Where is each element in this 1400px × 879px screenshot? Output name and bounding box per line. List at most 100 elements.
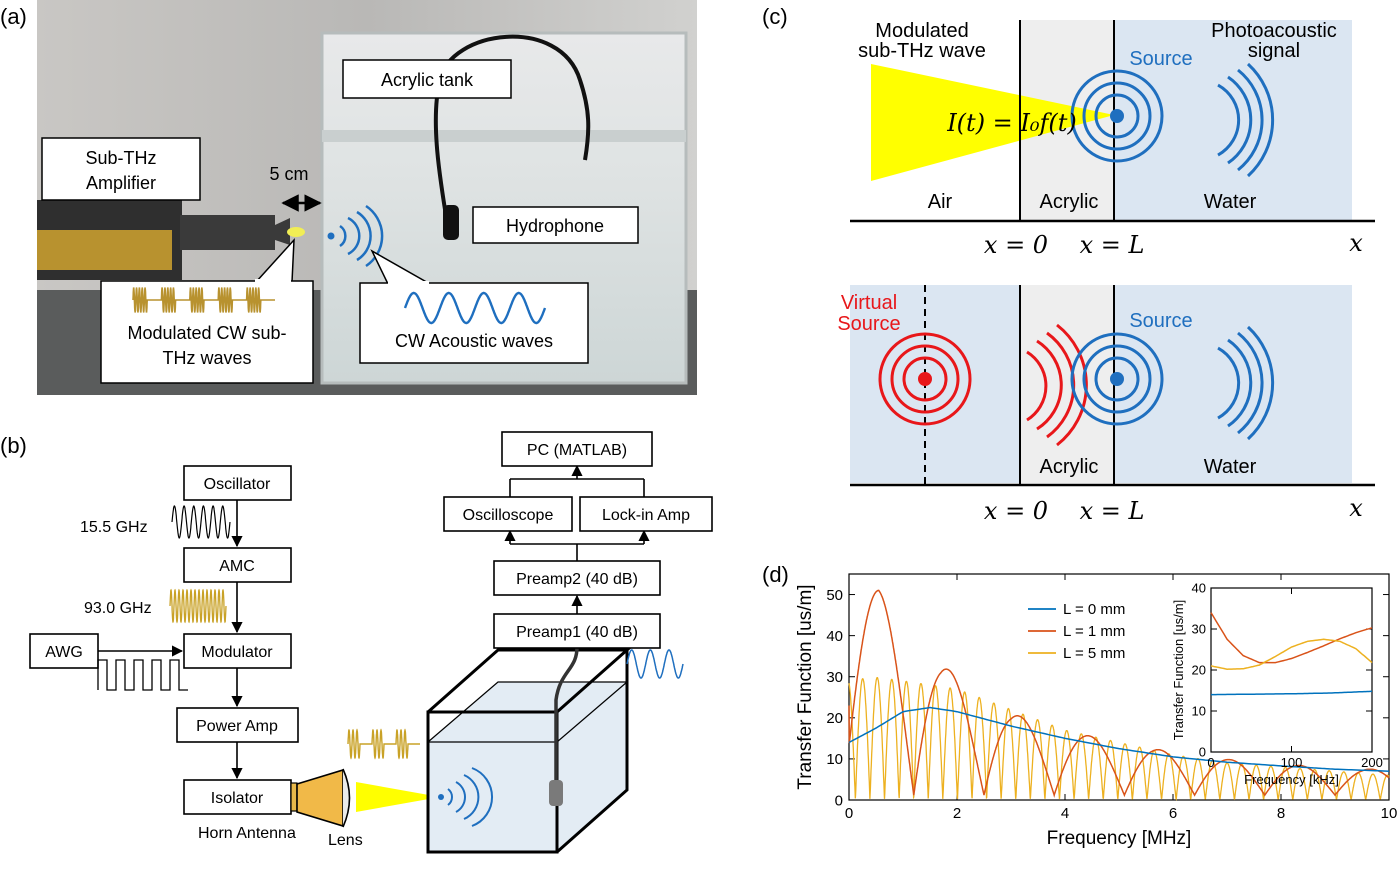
xL-label: x = L — [1080, 497, 1145, 525]
water-side-edge — [556, 681, 628, 743]
virtual-water-region — [850, 285, 1020, 483]
inset-chart: 0 100 200 0 10 20 30 40 Frequency [kHz] Transfer … — [1171, 581, 1383, 787]
water-region — [1114, 20, 1352, 220]
amc-label: AMC — [219, 558, 255, 575]
isolator-block — [183, 779, 292, 815]
modulator-block — [183, 633, 292, 669]
y-tick-label: 30 — [1192, 622, 1206, 637]
oscillator-label: Oscillator — [204, 476, 271, 493]
series-line-l1mm — [848, 589, 1390, 798]
water-top-edge — [427, 681, 627, 743]
amc-block — [183, 547, 292, 583]
source-label: Source — [1129, 48, 1192, 70]
x0-label: x = 0 — [984, 497, 1048, 525]
preamp2-label: Preamp2 (40 dB) — [516, 571, 638, 588]
acoustic-wave — [365, 204, 384, 268]
virtual-wave — [1056, 323, 1088, 447]
horn-photo — [180, 215, 275, 250]
panel-c: (c) Modulated sub-THz wave I(t) = I₀f(t)… — [762, 4, 1375, 525]
source-dot — [1110, 109, 1124, 123]
x-tick-label: 100 — [1281, 755, 1303, 770]
awg-block — [29, 633, 99, 669]
legend-label: L = 5 mm — [1063, 645, 1125, 662]
y-tick-label: 0 — [835, 792, 843, 809]
source-ring — [1094, 93, 1140, 139]
horn-antenna — [296, 768, 344, 828]
pc-label: PC (MATLAB) — [527, 442, 627, 459]
y-tick-label: 30 — [826, 669, 843, 686]
awg-label: AWG — [45, 644, 83, 661]
virtual-source-ring — [890, 344, 960, 414]
callout-amplifier — [41, 137, 201, 201]
y-tick-label: 10 — [826, 751, 843, 768]
photoacoustic-label-line2: signal — [1248, 40, 1300, 62]
power-amp-block — [176, 707, 299, 743]
y-tick-label: 10 — [1192, 704, 1206, 719]
oscilloscope-label: Oscilloscope — [463, 507, 554, 524]
x-axis-label: Frequency [kHz] — [1244, 772, 1339, 787]
source-ring — [1094, 356, 1140, 402]
preamp1-block — [493, 613, 661, 649]
inset-series-line-2 — [1210, 638, 1373, 670]
acrylic-label: Acrylic — [1040, 191, 1099, 213]
series-line-l5mm — [848, 676, 1390, 802]
modulator-label: Modulator — [201, 644, 273, 661]
lens — [342, 768, 351, 828]
water-label: Water — [1204, 456, 1257, 478]
acoustic-wave — [471, 767, 493, 827]
panel-a-label: (a) — [0, 4, 27, 29]
modulated-label-line2: THz waves — [162, 348, 251, 368]
x-axis-label: x — [1349, 494, 1363, 522]
acoustic-sine-wave — [403, 291, 547, 325]
y-tick-label: 0 — [1199, 745, 1206, 760]
distance-label: 5 cm — [269, 164, 308, 184]
callout-acoustic — [359, 282, 589, 364]
amc-waveform — [169, 588, 227, 624]
acoustic-wave — [356, 210, 372, 262]
water-surface — [322, 130, 686, 142]
beam-spot — [287, 227, 305, 237]
photoacoustic-wave — [1227, 338, 1253, 428]
acrylic-region — [1020, 285, 1114, 483]
hydrophone-photo — [443, 205, 459, 240]
inset-series-line-1 — [1210, 612, 1373, 664]
acrylic-label: Acrylic — [1040, 456, 1099, 478]
photoacoustic-wave — [1237, 68, 1264, 172]
isolator-label: Isolator — [211, 790, 264, 807]
x-tick-label: 10 — [1381, 805, 1398, 822]
x0-label: x = 0 — [984, 231, 1048, 259]
x-tick-label: 4 — [1061, 805, 1069, 822]
x-axis-label: Frequency [MHz] — [1047, 828, 1192, 849]
air-label: Air — [928, 191, 953, 213]
source-ring — [1070, 69, 1164, 163]
y-tick-label: 40 — [1192, 581, 1206, 596]
hydrophone-cable — [554, 644, 579, 782]
x-tick-label: 8 — [1277, 805, 1285, 822]
lockin-label: Lock-in Amp — [602, 507, 690, 524]
panel-b-label: (b) — [0, 433, 27, 458]
photoacoustic-wave — [1217, 83, 1241, 157]
legend-label: L = 0 mm — [1063, 601, 1125, 618]
modulated-waveform — [347, 728, 420, 760]
panel-a: (a) Acrylic tank Sub-THz Amplifier 5 cm … — [0, 0, 697, 395]
legend-label: L = 1 mm — [1063, 623, 1125, 640]
virtual-label-line2: Source — [837, 313, 900, 335]
source-ring — [1082, 81, 1152, 151]
lockin-block — [579, 496, 713, 532]
callout-hydrophone — [472, 206, 639, 244]
hydrophone-cable — [433, 34, 591, 229]
chart-legend: L = 0 mm L = 1 mm L = 5 mm — [1028, 601, 1125, 662]
oscillator-block — [183, 465, 292, 501]
y-tick-label: 40 — [826, 628, 843, 645]
tank-top — [427, 648, 631, 714]
oscillator-waveform — [171, 505, 231, 539]
series-line-l0mm — [848, 706, 1390, 772]
preamp1-label: Preamp1 (40 dB) — [516, 624, 638, 641]
thz-beam — [356, 782, 440, 812]
modulated-waveform — [132, 287, 275, 313]
acoustic-wave — [455, 781, 466, 813]
amplifier-gold — [37, 230, 172, 270]
xL-label: x = L — [1080, 231, 1145, 259]
virtual-source-ring — [902, 356, 948, 402]
